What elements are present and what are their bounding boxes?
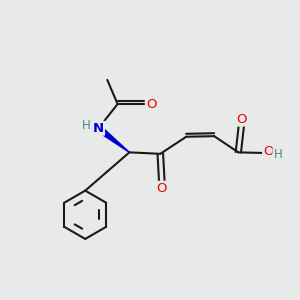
Text: O: O — [146, 98, 157, 111]
Text: O: O — [157, 182, 167, 195]
Text: H: H — [82, 119, 91, 132]
Text: H: H — [273, 148, 282, 161]
Text: N: N — [93, 122, 104, 135]
Polygon shape — [97, 126, 129, 152]
Text: O: O — [263, 145, 274, 158]
Text: O: O — [237, 112, 247, 126]
